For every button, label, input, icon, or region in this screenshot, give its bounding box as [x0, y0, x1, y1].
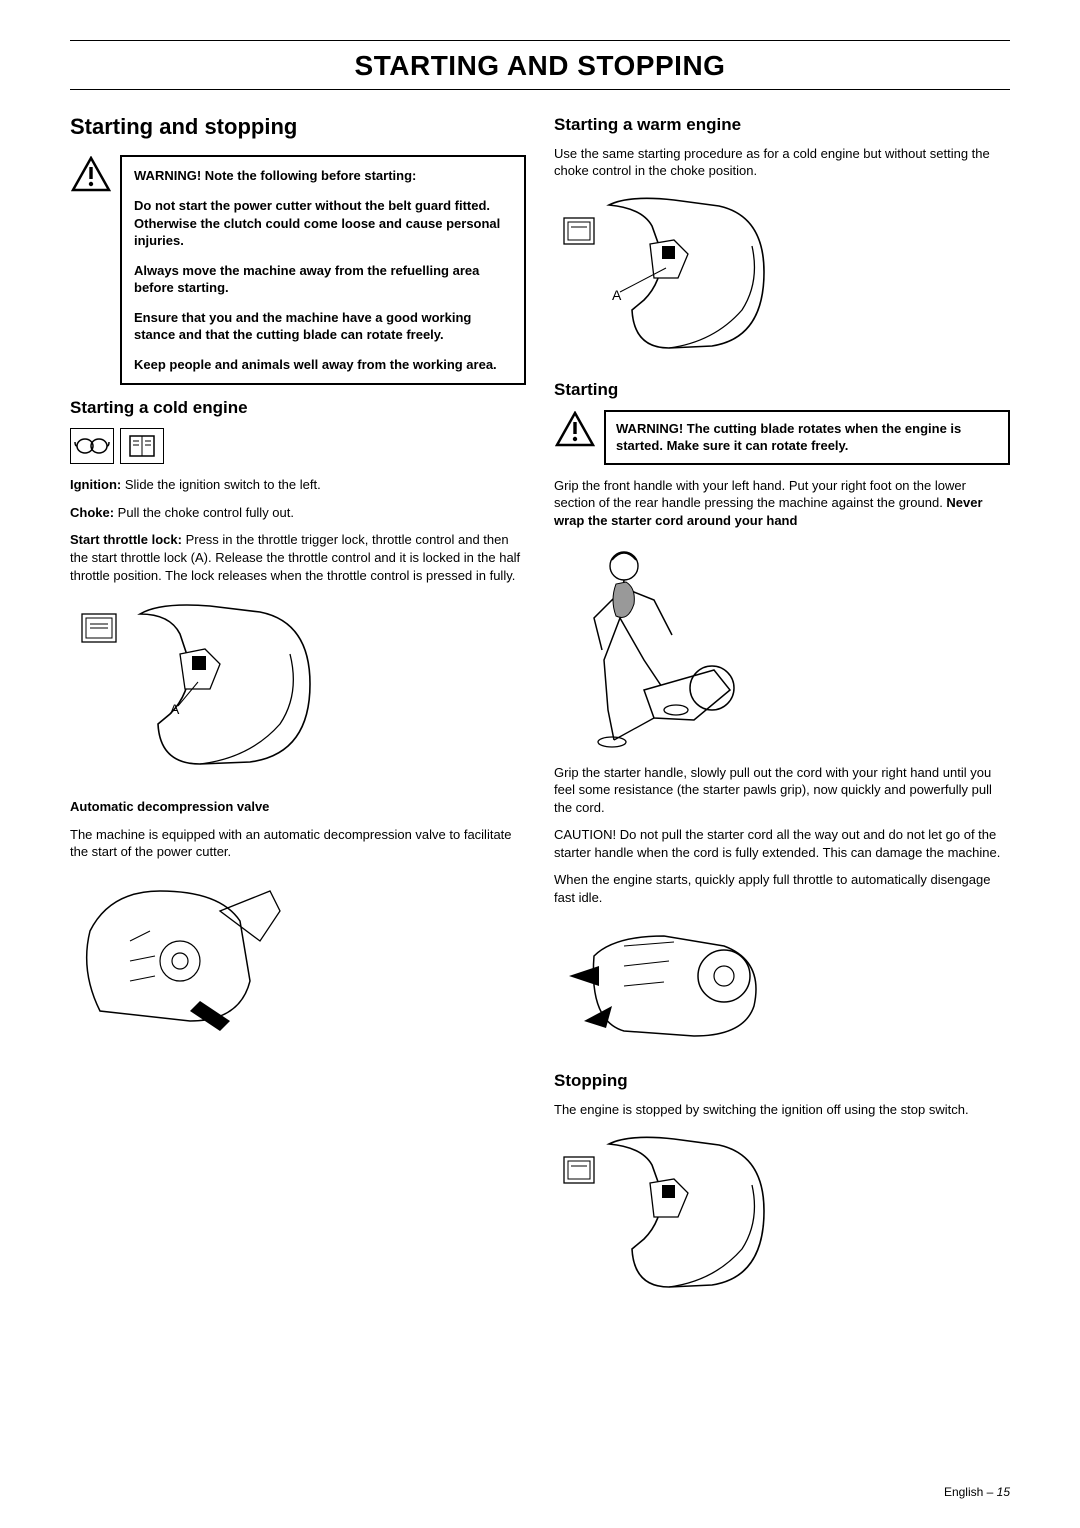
body-text: When the engine starts, quickly apply fu… — [554, 871, 1010, 906]
body-text: CAUTION! Do not pull the starter cord al… — [554, 826, 1010, 861]
figure-throttle-lock: A — [70, 594, 526, 784]
svg-text:A: A — [612, 287, 622, 303]
figure-starting-stance — [554, 540, 1010, 750]
section-heading: Starting and stopping — [70, 112, 526, 142]
warning-text: WARNING! Note the following before start… — [134, 167, 512, 185]
subheading-cold-engine: Starting a cold engine — [70, 397, 526, 420]
subheading-starting: Starting — [554, 379, 1010, 402]
subheading-stopping: Stopping — [554, 1070, 1010, 1093]
body-text: The machine is equipped with an automati… — [70, 826, 526, 861]
page-title: STARTING AND STOPPING — [70, 45, 1010, 89]
body-text: Grip the front handle with your left han… — [554, 477, 1010, 530]
goggles-icon — [70, 428, 114, 464]
warning-triangle-icon — [70, 155, 112, 193]
page-footer: English – 15 — [944, 1484, 1010, 1500]
figure-decompression-valve — [70, 871, 526, 1041]
warning-block: WARNING! The cutting blade rotates when … — [554, 410, 1010, 465]
body-text: Start throttle lock: Press in the thrott… — [70, 531, 526, 584]
body-text: Choke: Pull the choke control fully out. — [70, 504, 526, 522]
warning-block: WARNING! Note the following before start… — [70, 155, 526, 385]
figure-warm-engine: A — [554, 190, 1010, 365]
safety-icons-row — [70, 428, 526, 464]
warning-triangle-icon — [554, 410, 596, 448]
left-column: Starting and stopping WARNING! Note the … — [70, 112, 526, 1318]
subheading-warm-engine: Starting a warm engine — [554, 114, 1010, 137]
svg-text:A: A — [170, 701, 180, 717]
warning-text: WARNING! The cutting blade rotates when … — [616, 420, 998, 455]
right-column: Starting a warm engine Use the same star… — [554, 112, 1010, 1318]
body-text: Grip the starter handle, slowly pull out… — [554, 764, 1010, 817]
manual-icon — [120, 428, 164, 464]
body-text: Use the same starting procedure as for a… — [554, 145, 1010, 180]
figure-starter-cord — [554, 916, 1010, 1056]
warning-text: Do not start the power cutter without th… — [134, 197, 512, 250]
figure-stopping — [554, 1129, 1010, 1304]
warning-text: Always move the machine away from the re… — [134, 262, 512, 297]
subheading-adv: Automatic decompression valve — [70, 798, 526, 816]
body-text: The engine is stopped by switching the i… — [554, 1101, 1010, 1119]
body-text: Ignition: Slide the ignition switch to t… — [70, 476, 526, 494]
warning-text: Keep people and animals well away from t… — [134, 356, 512, 374]
warning-text: Ensure that you and the machine have a g… — [134, 309, 512, 344]
